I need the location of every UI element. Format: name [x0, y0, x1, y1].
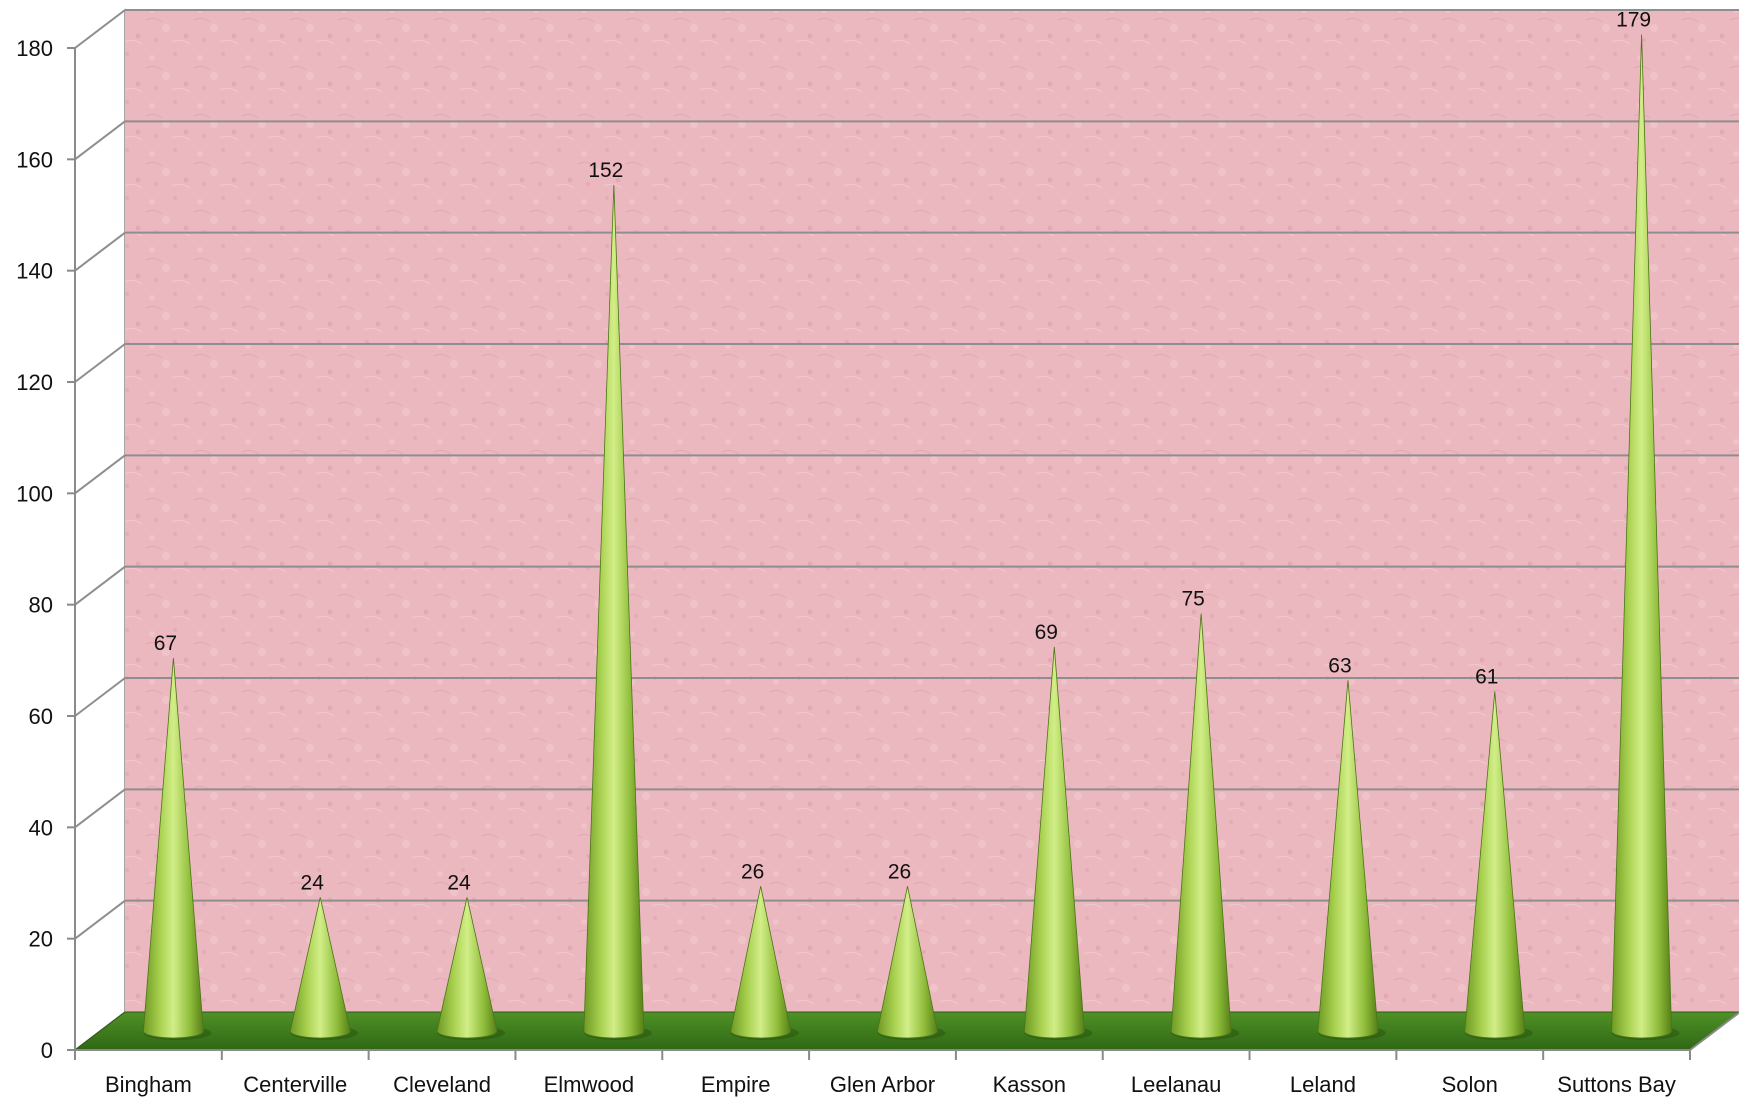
data-label: 75: [1181, 588, 1204, 611]
y-axis-ticks: 0 20 40 60 80 100 120 140 160 180: [16, 36, 75, 1063]
side-wall: [74, 8, 126, 1052]
x-tick-label: Kasson: [993, 1072, 1066, 1097]
x-tick-label: Centerville: [243, 1072, 347, 1097]
cone-body: [877, 886, 938, 1039]
cone-bar: [436, 897, 506, 1040]
back-wall: [125, 10, 1739, 1012]
gridline-side: [74, 565, 126, 606]
x-tick-label: Leland: [1290, 1072, 1356, 1097]
data-label: 61: [1475, 665, 1498, 688]
gridline-side: [74, 677, 126, 717]
data-label: 26: [888, 860, 911, 883]
gridline-side: [74, 9, 126, 49]
data-label: 24: [301, 871, 325, 894]
gridline-side: [74, 231, 126, 272]
data-labels: 67 24 24 152 26 26 69 75 63 61 179: [154, 9, 1651, 895]
x-tick-label: Suttons Bay: [1557, 1072, 1676, 1097]
floor-right-edge: [1689, 1011, 1739, 1051]
cone-bar: [1023, 646, 1093, 1040]
x-tick-label: Empire: [701, 1072, 771, 1097]
y-tick-label: 0: [41, 1038, 53, 1063]
y-tick-label: 40: [29, 815, 53, 840]
x-tick-label: Elmwood: [544, 1072, 634, 1097]
cone-body: [583, 184, 645, 1039]
cone-bar: [730, 886, 799, 1040]
cone-body: [436, 897, 498, 1039]
gridline-side: [74, 899, 126, 940]
cone-body: [1170, 613, 1232, 1039]
data-label: 67: [154, 632, 177, 655]
y-tick-label: 180: [16, 36, 53, 61]
cone-bar: [1170, 613, 1240, 1040]
gridlines: [74, 9, 1739, 940]
y-tick-label: 160: [16, 147, 53, 172]
gridline-side: [74, 343, 126, 383]
cone-body: [289, 897, 351, 1039]
x-tick-label: Bingham: [105, 1072, 192, 1097]
data-label: 179: [1616, 9, 1651, 32]
cone-bar: [289, 897, 359, 1040]
data-label: 26: [741, 860, 764, 883]
cone-body: [1464, 691, 1526, 1039]
cone-body: [1317, 680, 1379, 1039]
x-tick-label: Glen Arbor: [830, 1072, 935, 1097]
y-tick-label: 80: [29, 593, 53, 618]
data-label: 24: [447, 871, 471, 894]
y-tick-label: 120: [16, 370, 53, 395]
cone-body: [730, 886, 792, 1039]
x-tick-label: Cleveland: [393, 1072, 491, 1097]
plot-walls: [74, 8, 1739, 1052]
y-tick-label: 100: [16, 481, 53, 506]
gridline-side: [74, 788, 126, 829]
data-label: 152: [588, 159, 623, 182]
cone-bar: [1611, 34, 1680, 1040]
cone-body: [143, 658, 204, 1039]
x-axis-ticks: Bingham Centerville Cleveland Elmwood Empire…: [74, 1050, 1691, 1097]
data-label: 69: [1035, 621, 1058, 644]
data-cones: [143, 34, 1680, 1040]
y-tick-label: 20: [29, 927, 53, 952]
y-tick-label: 60: [29, 704, 53, 729]
cone-body: [1611, 34, 1672, 1039]
cone-body: [1023, 646, 1085, 1039]
y-tick-label: 140: [16, 259, 53, 284]
cone-bar: [1464, 691, 1533, 1040]
x-tick-label: Leelanau: [1131, 1072, 1222, 1097]
cone-bar: [877, 886, 946, 1040]
x-tick-label: Solon: [1442, 1072, 1498, 1097]
data-label: 63: [1328, 654, 1351, 677]
cone-bar: [583, 184, 652, 1040]
cone-bar: [1317, 680, 1386, 1040]
gridline-side: [74, 120, 126, 161]
axes: [74, 48, 1739, 1051]
gridline-side: [74, 454, 126, 495]
cone-bar: [143, 658, 212, 1040]
